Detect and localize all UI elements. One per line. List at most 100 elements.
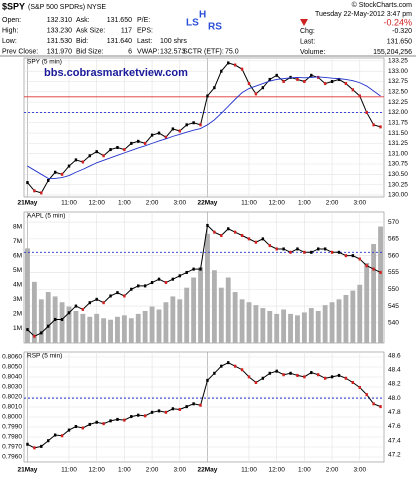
candle bbox=[116, 146, 119, 150]
candle bbox=[240, 368, 244, 372]
quote-value: 131.650 bbox=[387, 38, 412, 45]
y-tick-label: 132.75 bbox=[388, 78, 408, 85]
y-tick-label: 540 bbox=[388, 320, 399, 327]
candle bbox=[74, 158, 78, 162]
candle bbox=[150, 281, 154, 285]
candle bbox=[123, 148, 126, 152]
candle bbox=[213, 371, 216, 375]
y-tick-label: 131.75 bbox=[388, 119, 408, 126]
candle bbox=[213, 86, 216, 90]
quote-value: 6 bbox=[128, 48, 132, 55]
annotation: H bbox=[199, 10, 206, 21]
candle bbox=[344, 82, 348, 86]
quote-value: 117 bbox=[121, 27, 132, 34]
candle bbox=[330, 375, 334, 379]
y-tick-label: 47.8 bbox=[388, 409, 401, 416]
x-tick-label: 3:00 bbox=[353, 467, 366, 474]
quote-value: 133.230 bbox=[47, 27, 72, 34]
candle bbox=[67, 311, 71, 315]
volume-bar bbox=[80, 313, 86, 343]
volume-bar bbox=[315, 310, 321, 343]
candle bbox=[33, 334, 36, 338]
y-tick-label: 48.4 bbox=[388, 366, 401, 373]
quote-label: Open: bbox=[2, 17, 21, 24]
price-line bbox=[27, 362, 381, 449]
quote-value: 131.650 bbox=[107, 17, 132, 24]
candle bbox=[358, 94, 361, 98]
volume-bar bbox=[295, 315, 300, 343]
symbol-name: (S&P 500 SPDRs) NYSE bbox=[28, 4, 106, 11]
symbol: $SPY bbox=[2, 1, 25, 11]
y-tick-label: 570 bbox=[388, 219, 399, 226]
candle bbox=[137, 139, 140, 143]
candle bbox=[351, 88, 355, 92]
candle bbox=[199, 403, 202, 407]
y-tick-label: 0.8030 bbox=[2, 384, 22, 391]
x-tick-label: 2:00 bbox=[146, 200, 159, 207]
candle bbox=[310, 73, 313, 77]
candle bbox=[289, 371, 292, 375]
candle bbox=[130, 141, 133, 145]
volume-bar bbox=[149, 306, 155, 343]
y-tick-label: 130.25 bbox=[388, 181, 408, 188]
candle bbox=[379, 405, 382, 409]
candle bbox=[130, 415, 133, 419]
y-tick-label: 130.50 bbox=[388, 171, 408, 178]
candle bbox=[323, 82, 327, 86]
candle bbox=[109, 419, 112, 423]
candle bbox=[296, 77, 299, 81]
x-tick-label: 21May bbox=[18, 467, 38, 474]
x-tick-label: 1:00 bbox=[118, 467, 131, 474]
candle bbox=[365, 110, 368, 114]
volume-bar bbox=[108, 319, 113, 343]
candle bbox=[26, 328, 29, 332]
candle bbox=[303, 80, 306, 84]
candle bbox=[123, 294, 126, 298]
volume-bar bbox=[225, 277, 231, 343]
panel-title: AAPL (5 min) bbox=[27, 213, 65, 220]
candle bbox=[317, 247, 320, 251]
candle bbox=[323, 247, 327, 251]
y-tick-label: 0.8050 bbox=[2, 364, 22, 371]
y-tick-label: 48.0 bbox=[388, 395, 401, 402]
volume-bar bbox=[343, 294, 349, 343]
candle bbox=[289, 250, 292, 254]
candle bbox=[261, 376, 265, 380]
candle bbox=[67, 428, 71, 432]
candle bbox=[247, 375, 251, 379]
x-tick-label: 2:00 bbox=[326, 467, 339, 474]
volume-bar bbox=[232, 292, 238, 343]
x-tick-label: 2:00 bbox=[146, 467, 159, 474]
candle bbox=[178, 274, 181, 278]
volume-bar bbox=[45, 292, 51, 343]
candle bbox=[220, 364, 223, 368]
quote-value: 132.573 bbox=[160, 48, 185, 55]
candle bbox=[171, 277, 175, 281]
y-tick-label: 560 bbox=[388, 252, 399, 259]
volume-bar bbox=[357, 284, 363, 343]
y-tick-label: 47.6 bbox=[388, 423, 401, 430]
candle bbox=[206, 94, 209, 98]
candle bbox=[303, 250, 306, 254]
candle bbox=[275, 247, 278, 251]
candle bbox=[344, 376, 348, 380]
y-tick-label: 0.8000 bbox=[2, 414, 22, 421]
plot-area bbox=[23, 57, 385, 198]
candle bbox=[67, 164, 71, 168]
down-arrow bbox=[300, 19, 308, 26]
volume-bar bbox=[59, 302, 65, 343]
watermark: bbs.cobrasmarketview.com bbox=[44, 67, 188, 79]
volume-bar bbox=[246, 302, 252, 343]
candle bbox=[268, 77, 271, 81]
y-tick-label: 545 bbox=[388, 303, 399, 310]
quote-label: Ask: bbox=[76, 17, 90, 24]
quote-label: Chg: bbox=[300, 28, 315, 35]
volume-bar bbox=[191, 277, 197, 343]
candle bbox=[178, 407, 181, 411]
candle bbox=[60, 172, 64, 176]
candle bbox=[206, 223, 209, 227]
candle bbox=[379, 125, 382, 129]
candle bbox=[95, 150, 98, 154]
candle bbox=[185, 405, 188, 409]
